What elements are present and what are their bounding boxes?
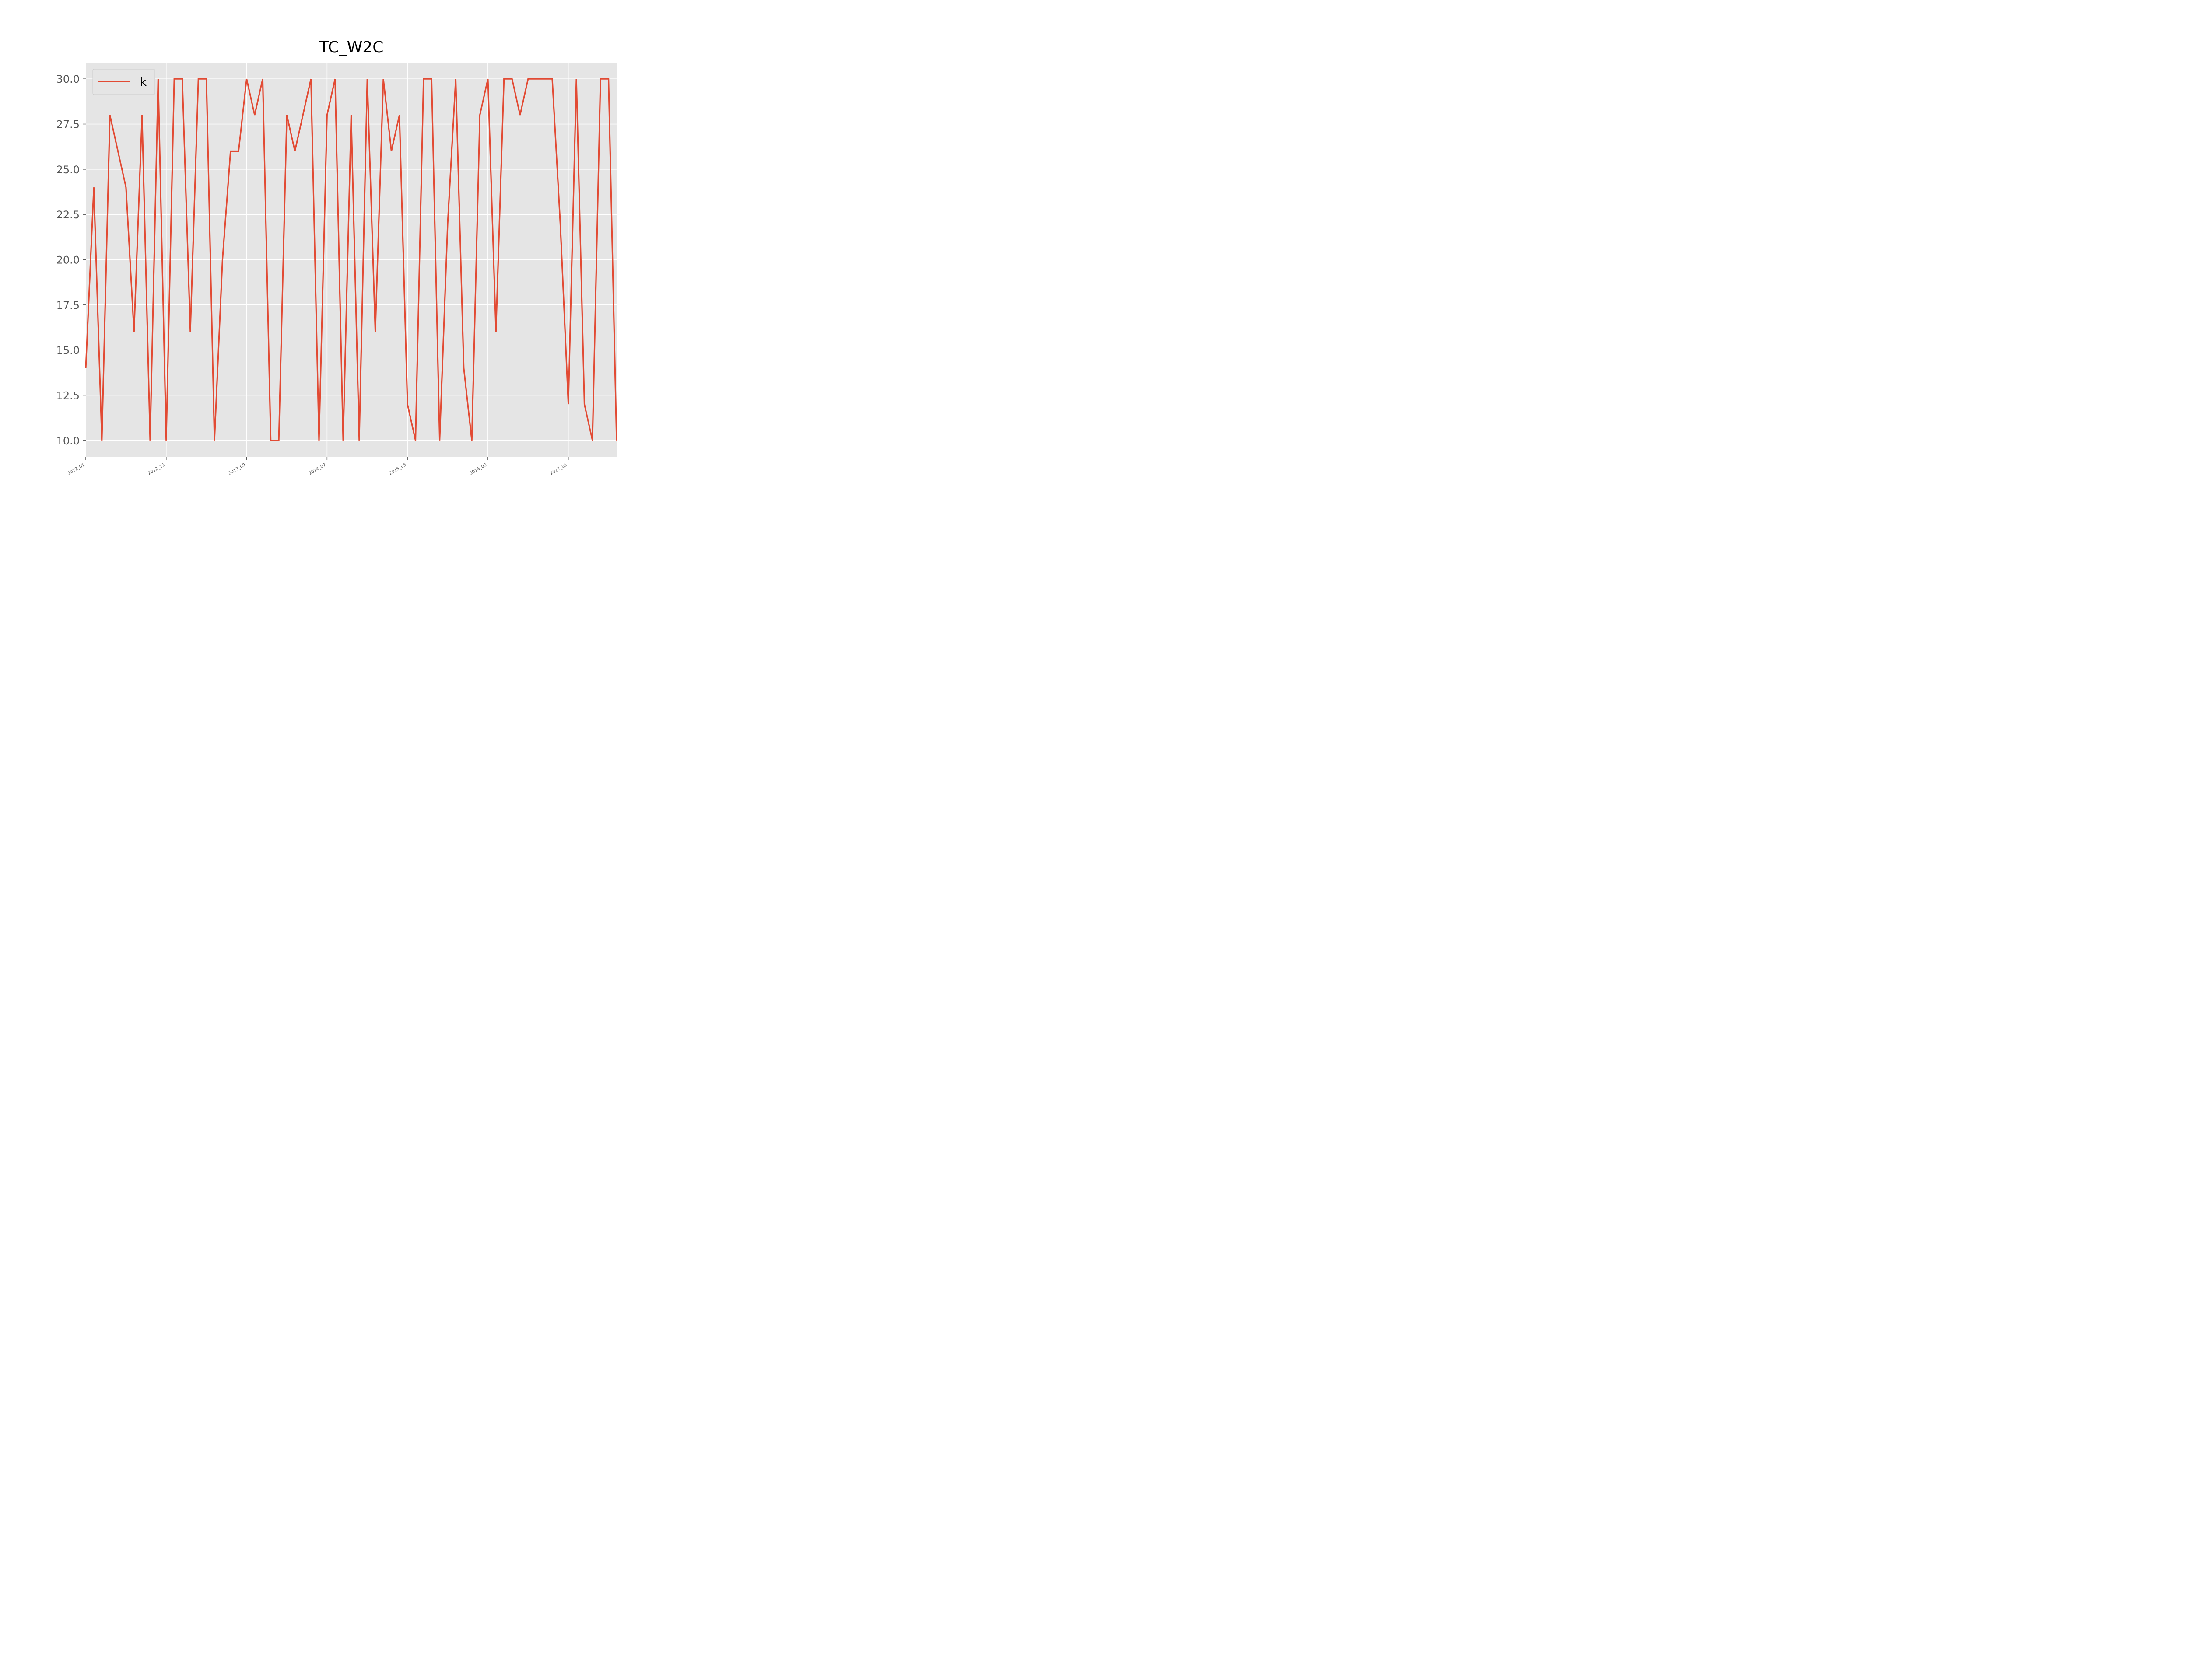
chart-title: TC_W2C bbox=[319, 38, 384, 56]
series-line-k bbox=[85, 78, 617, 441]
x-tick-label: 2017_01 bbox=[549, 462, 568, 476]
y-tick-label: 10.0 bbox=[56, 435, 80, 447]
y-tick-label: 20.0 bbox=[56, 254, 80, 266]
series-layer bbox=[85, 78, 617, 441]
y-tick-label: 25.0 bbox=[56, 164, 80, 176]
y-tick-label: 30.0 bbox=[56, 73, 80, 85]
x-tick-label: 2014_07 bbox=[308, 462, 327, 476]
x-tick-label: 2012_01 bbox=[67, 462, 86, 476]
x-tick-label: 2015_05 bbox=[389, 462, 407, 476]
y-tick-label: 15.0 bbox=[56, 344, 80, 357]
x-tick-label: 2013_09 bbox=[228, 462, 246, 476]
chart: 10.0 12.5 15.0 17.5 20.0 22.5 25.0 27.5 30.0 201… bbox=[56, 38, 617, 476]
x-tick-label: 2012_11 bbox=[147, 462, 166, 476]
y-axis: 10.0 12.5 15.0 17.5 20.0 22.5 25.0 27.5 30.0 bbox=[56, 73, 86, 447]
y-tick-label: 12.5 bbox=[56, 389, 80, 402]
y-tick-label: 17.5 bbox=[56, 299, 80, 312]
y-tick-label: 22.5 bbox=[56, 209, 80, 221]
legend: k bbox=[92, 69, 155, 95]
legend-label: k bbox=[140, 76, 147, 89]
x-tick-label: 2016_03 bbox=[469, 462, 488, 476]
x-axis: 2012_01 2012_11 2013_09 2014_07 2015_05 2016_… bbox=[67, 457, 569, 476]
y-tick-label: 27.5 bbox=[56, 119, 80, 131]
